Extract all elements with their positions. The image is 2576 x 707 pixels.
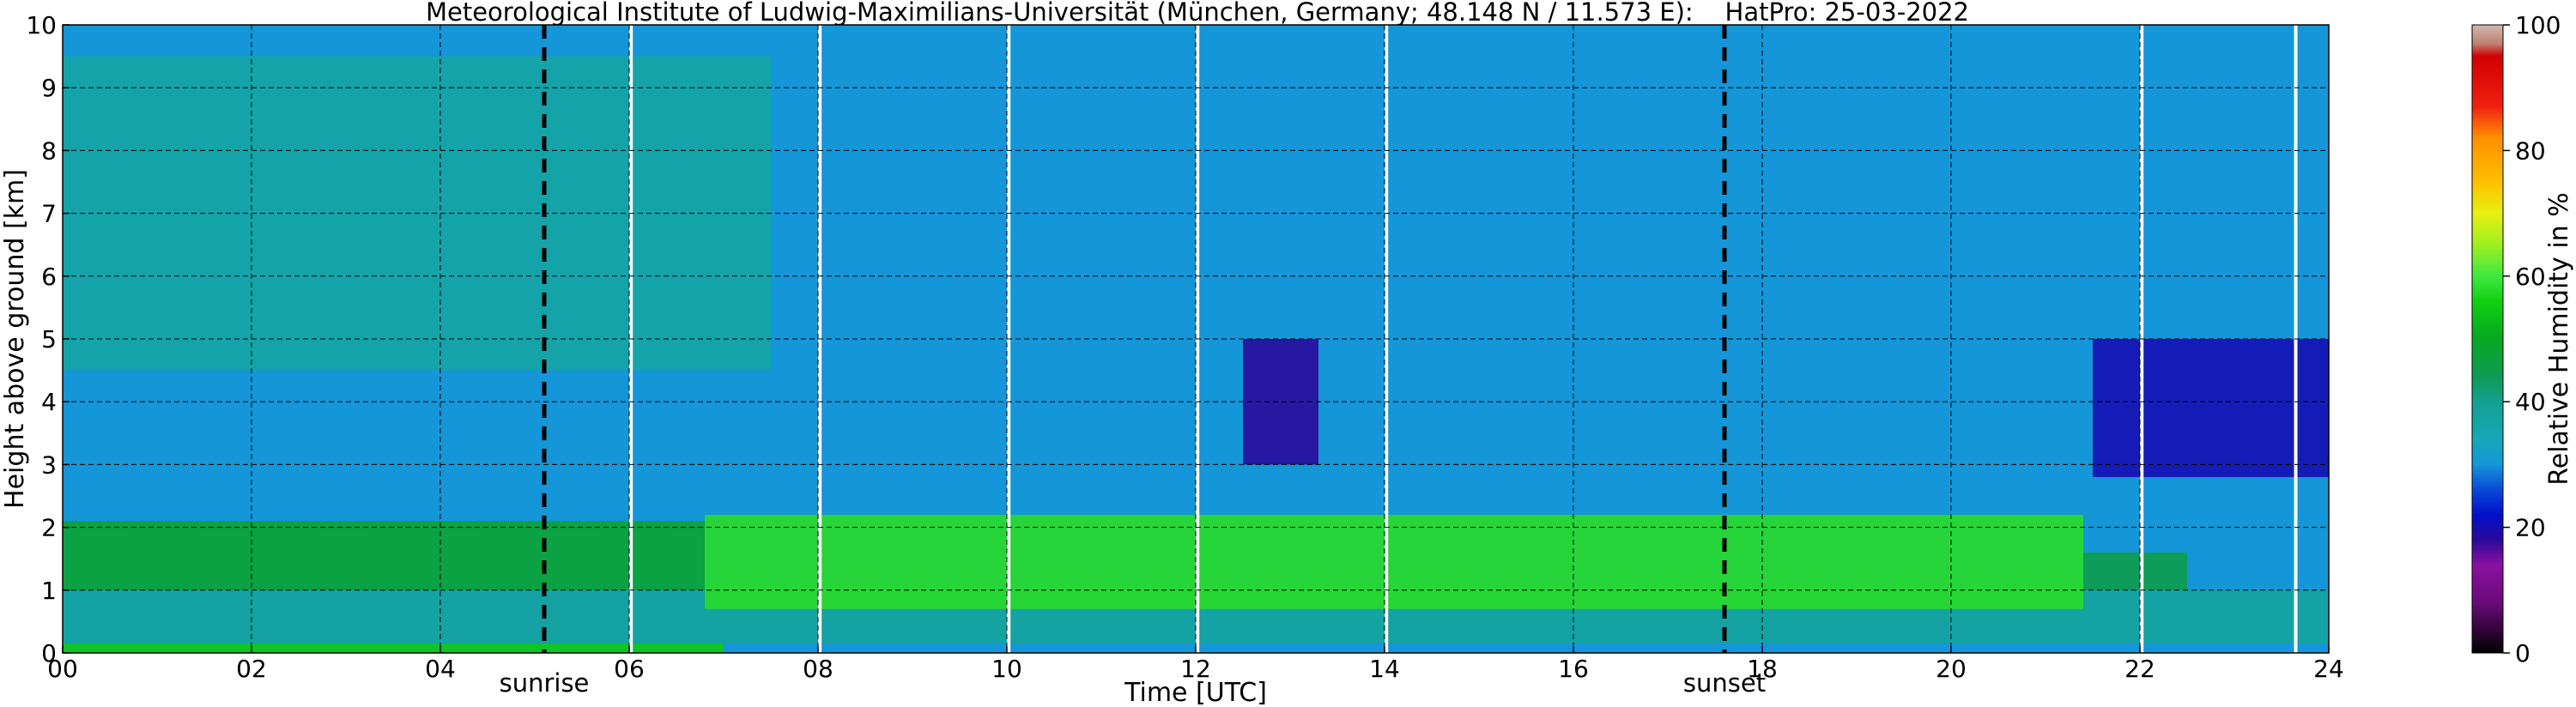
humidity-layer — [63, 644, 724, 653]
x-axis-ticks: 00 02 04 06 08 10 12 14 16 18 20 22 24 — [47, 646, 2344, 683]
y-tick-label: 7 — [41, 200, 57, 228]
y-tick-label: 1 — [41, 577, 57, 605]
x-tick-label: 22 — [2124, 655, 2155, 683]
colorbar-tick-label: 40 — [2515, 388, 2546, 416]
colorbar-label: Relative Humidity in % — [2544, 192, 2574, 485]
x-tick-label: 12 — [1180, 655, 1211, 683]
humidity-layer — [2083, 552, 2187, 590]
humidity-layer — [2093, 339, 2329, 478]
x-tick-label: 08 — [803, 655, 833, 683]
x-tick-label: 20 — [1936, 655, 1967, 683]
colorbar-ticks: 0 20 40 60 80 100 — [2503, 11, 2561, 668]
y-tick-label: 5 — [41, 325, 57, 354]
sunset-label: sunset — [1683, 668, 1766, 698]
y-tick-label: 3 — [41, 450, 57, 479]
y-tick-label: 4 — [41, 388, 57, 416]
sun-event-lines: sunrise sunset — [500, 25, 1766, 698]
y-tick-label: 2 — [41, 514, 57, 542]
sunrise-label: sunrise — [500, 668, 590, 698]
y-tick-label: 9 — [41, 74, 57, 102]
x-tick-label: 02 — [236, 655, 267, 683]
colorbar-tick-label: 100 — [2515, 11, 2561, 39]
colorbar-tick-label: 0 — [2515, 639, 2531, 668]
x-axis-label: Time [UTC] — [1124, 678, 1267, 707]
colorbar-tick-label: 60 — [2515, 263, 2546, 291]
x-tick-label: 14 — [1369, 655, 1400, 683]
chart-title: Meteorological Institute of Ludwig-Maxim… — [426, 0, 1969, 27]
colorbar — [2471, 24, 2504, 654]
humidity-layer — [1243, 339, 1318, 465]
x-tick-label: 10 — [991, 655, 1022, 683]
y-tick-label: 6 — [41, 263, 57, 291]
y-tick-label: 8 — [41, 136, 57, 165]
colorbar-tick-label: 20 — [2515, 514, 2546, 542]
x-tick-label: 18 — [1747, 655, 1778, 683]
x-tick-label: 24 — [2313, 655, 2344, 683]
x-tick-label: 00 — [47, 655, 78, 683]
y-tick-label: 0 — [41, 639, 57, 668]
x-tick-label: 04 — [425, 655, 456, 683]
colorbar-tick-label: 80 — [2515, 136, 2546, 165]
y-axis-ticks: 0 1 2 3 4 5 6 7 8 9 10 — [26, 11, 70, 668]
x-tick-label: 06 — [614, 655, 645, 683]
x-tick-label: 16 — [1558, 655, 1589, 683]
y-axis-label: Height above ground [km] — [0, 169, 30, 509]
humidity-layer — [705, 514, 2083, 609]
y-tick-label: 10 — [26, 11, 57, 39]
humidity-layer — [63, 521, 705, 590]
grid-lines — [63, 25, 2329, 653]
